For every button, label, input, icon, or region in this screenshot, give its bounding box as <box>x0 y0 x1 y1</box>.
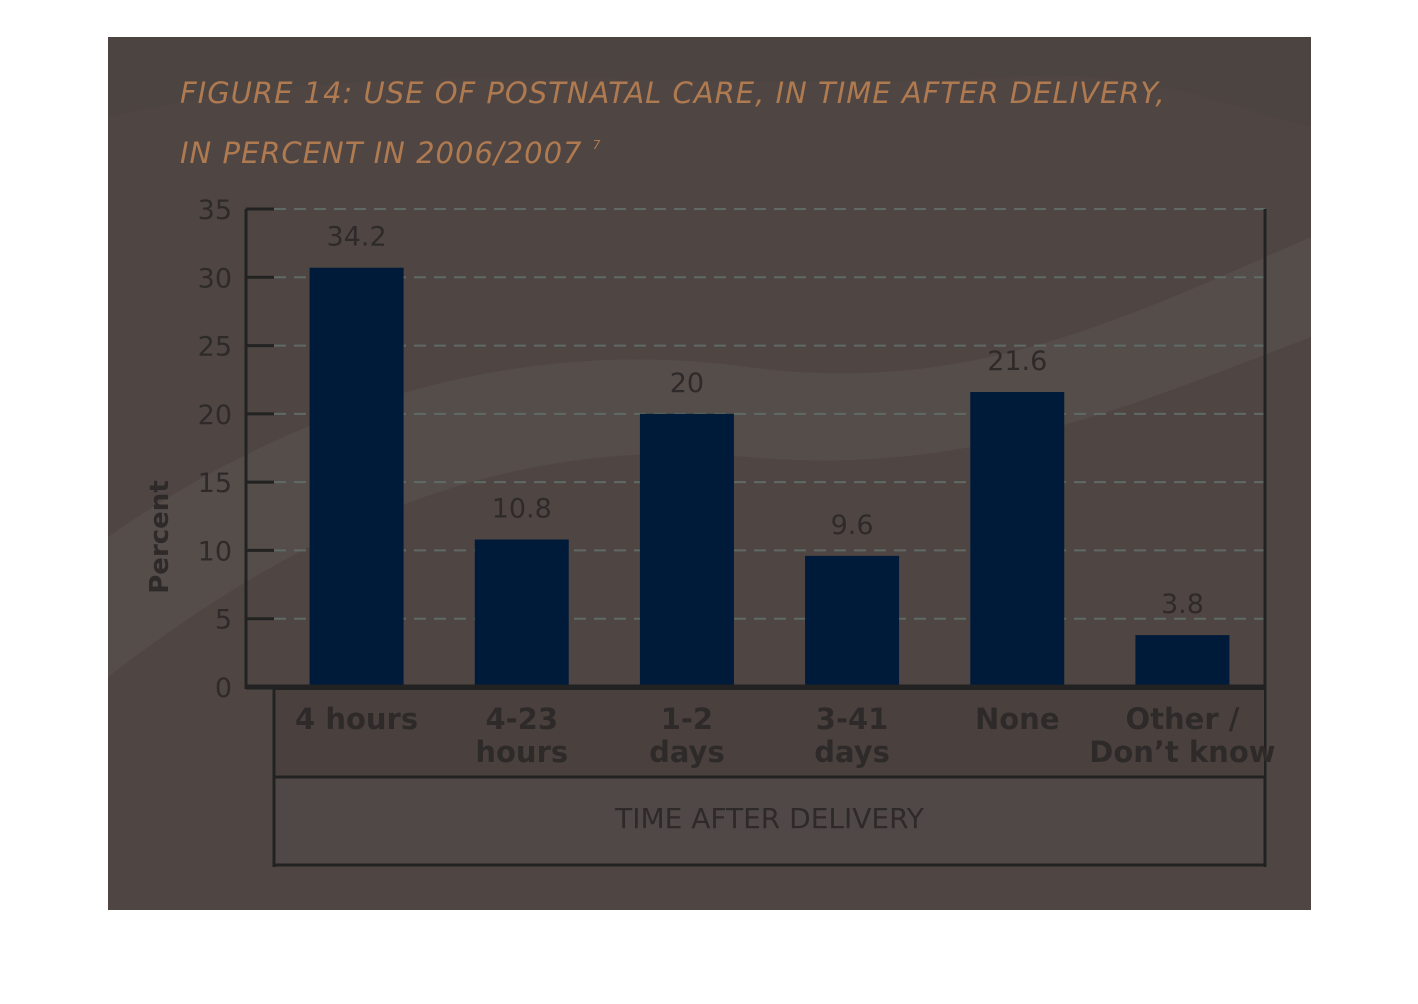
figure-panel: FIGURE 14: USE OF POSTNATAL CARE, IN TIM… <box>108 37 1311 910</box>
bar-chart: 0 5 10 15 20 25 30 35 Percent 34.2 10.8 20 9.6 21.6 3.… <box>145 195 1276 867</box>
x-category-label: Other / <box>1126 702 1240 736</box>
x-category-label: 4 hours <box>295 702 418 736</box>
y-tick-label: 25 <box>198 332 232 363</box>
y-tick-label: 15 <box>198 468 232 499</box>
bar <box>474 539 569 687</box>
title-line-1: FIGURE 14: USE OF POSTNATAL CARE, IN TIM… <box>180 76 1166 110</box>
x-axis-title-box <box>272 775 1267 867</box>
x-category-label: None <box>975 702 1060 736</box>
bar <box>970 392 1065 687</box>
x-category-label: hours <box>475 735 568 769</box>
bar-value-label: 3.8 <box>1161 589 1204 620</box>
x-category-label: 1-2 <box>661 702 713 736</box>
x-category-label: 4-23 <box>485 702 558 736</box>
title-line-2: IN PERCENT IN 2006/2007 <box>180 136 583 170</box>
y-tick-label: 30 <box>198 263 232 294</box>
y-axis-title: Percent <box>145 480 175 594</box>
x-category-label: days <box>649 735 725 769</box>
bar <box>309 267 404 687</box>
y-tick-label: 10 <box>198 536 232 567</box>
y-tick-label: 35 <box>198 195 232 226</box>
x-category-label: 3-41 <box>816 702 889 736</box>
y-tick-label: 20 <box>198 400 232 431</box>
chart-title: FIGURE 14: USE OF POSTNATAL CARE, IN TIM… <box>180 67 1300 179</box>
bar-value-label: 10.8 <box>492 494 552 525</box>
x-category-label: days <box>814 735 890 769</box>
bar-value-label: 21.6 <box>987 346 1047 377</box>
x-category-label: Don’t know <box>1089 735 1275 769</box>
y-tick-label: 5 <box>215 605 232 636</box>
bar <box>1135 635 1230 687</box>
x-axis-title: TIME AFTER DELIVERY <box>614 802 925 835</box>
title-footnote: 7 <box>592 138 602 152</box>
bar <box>639 413 734 687</box>
bar-value-label: 20 <box>670 368 704 399</box>
bar-value-label: 34.2 <box>327 222 387 253</box>
bar <box>805 555 900 687</box>
y-tick-label: 0 <box>215 673 232 704</box>
bar-value-label: 9.6 <box>831 510 874 541</box>
